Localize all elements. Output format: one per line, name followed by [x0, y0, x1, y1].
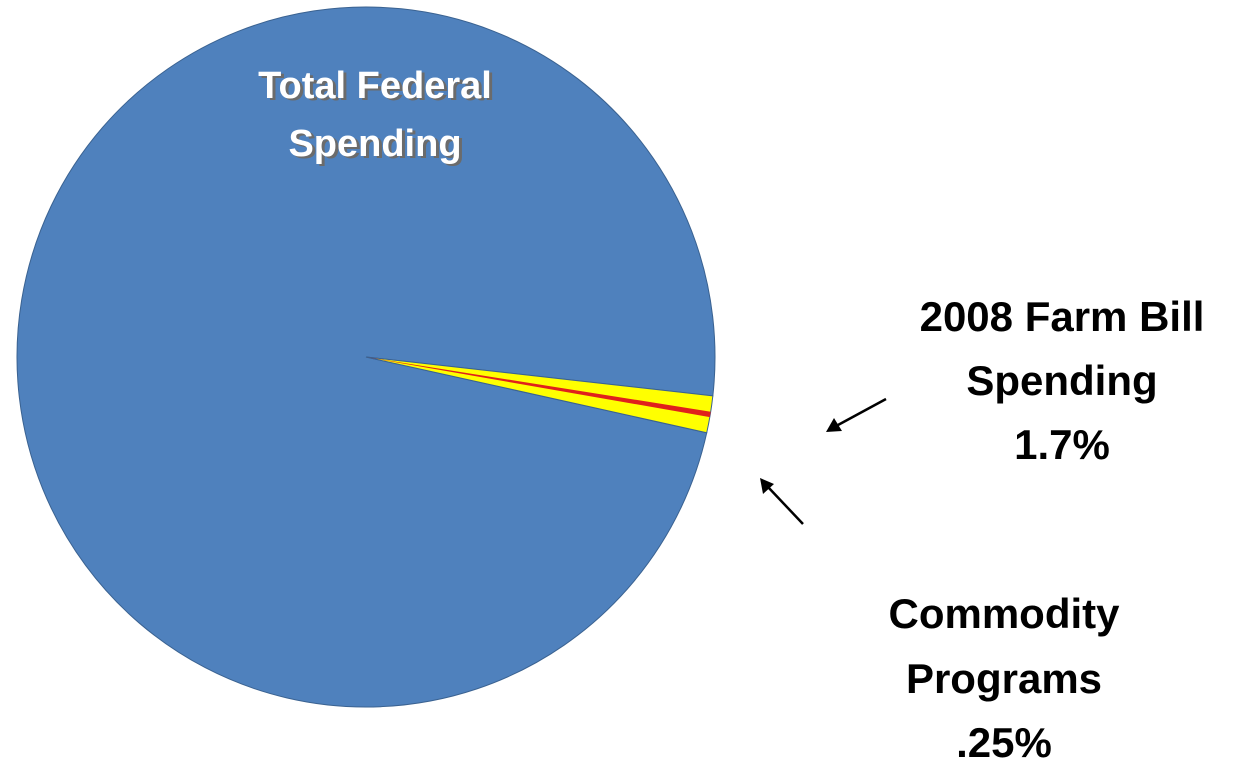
arrow-farm-bill-head: [826, 418, 842, 432]
label-total-federal-spending: Total Federal Spending Total Federal Spe…: [258, 65, 495, 167]
slice-farm-bill-spending: [365, 356, 714, 434]
label-total-federal-shadow-line-2: Spending: [291, 125, 464, 167]
label-total-federal-line-1: Total Federal: [258, 65, 492, 107]
arrow-farm-bill-shaft: [837, 397, 887, 427]
slice-commodity-programs: [366, 357, 711, 418]
label-farm-bill-line-2: Spending: [966, 357, 1157, 404]
label-commodity-line-1: Commodity: [889, 590, 1121, 637]
label-total-federal-shadow-line-1: Total Federal: [261, 67, 495, 109]
label-total-federal-line-2: Spending: [288, 123, 461, 165]
arrow-commodity-head: [760, 478, 774, 494]
pie-slices: [16, 6, 716, 708]
label-farm-bill-spending: 2008 Farm Bill Spending 1.7%: [920, 293, 1205, 468]
arrow-commodity: [760, 478, 804, 525]
arrow-commodity-shaft: [767, 486, 804, 525]
arrow-farm-bill: [826, 397, 887, 432]
label-farm-bill-line-1: 2008 Farm Bill: [920, 293, 1205, 340]
label-farm-bill-line-3: 1.7%: [1014, 421, 1110, 468]
slice-total-federal-spending: [16, 6, 716, 708]
label-commodity-line-3: .25%: [956, 719, 1052, 762]
label-commodity-line-2: Programs: [906, 655, 1102, 702]
label-commodity-programs: Commodity Programs .25%: [889, 590, 1121, 762]
